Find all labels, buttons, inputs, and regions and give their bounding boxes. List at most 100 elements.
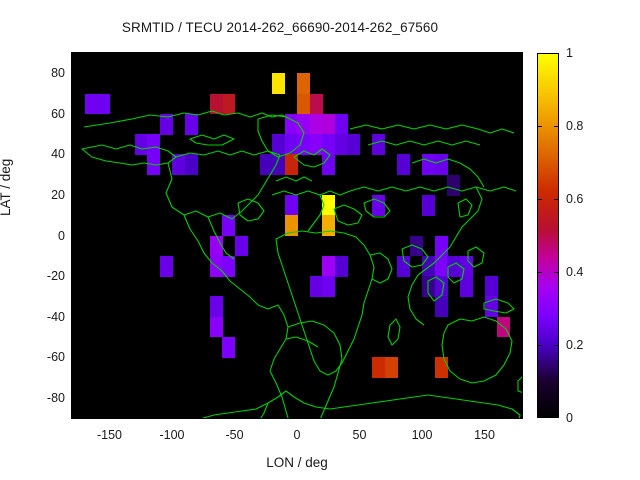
heatmap-cell [434, 357, 448, 379]
colorbar-tick-mark [537, 199, 542, 200]
colorbar-gradient [538, 54, 558, 417]
heatmap-cell [259, 154, 273, 176]
y-tick-mark [516, 316, 522, 318]
y-tick-mark [72, 357, 78, 359]
heatmap-cell [434, 255, 448, 277]
y-tick-label: 80 [51, 66, 65, 81]
y-tick-mark [72, 113, 78, 115]
heatmap-cell [409, 235, 423, 257]
heatmap-cell [447, 255, 461, 277]
heatmap-cell [309, 113, 323, 135]
heatmap-cell [397, 154, 411, 176]
heatmap-cell [447, 174, 461, 196]
colorbar-tick-label: 1 [566, 46, 573, 60]
heatmap-cell [184, 113, 198, 135]
y-tick-mark [516, 276, 522, 278]
heatmap-cell [272, 154, 286, 176]
x-tick-mark [297, 412, 298, 418]
colorbar-tick-label: 0.6 [566, 192, 584, 206]
heatmap-cell [434, 235, 448, 257]
heatmap-cell [84, 93, 98, 115]
heatmap-cell [322, 154, 336, 176]
y-tick-mark [72, 194, 78, 196]
x-tick-mark [297, 53, 298, 59]
colorbar-tick-label: 0 [566, 411, 573, 425]
heatmap-cell [209, 93, 223, 115]
colorbar-tick-label: 0.2 [566, 338, 584, 352]
heatmap-cell [384, 357, 398, 379]
heatmap-cell [284, 215, 298, 237]
heatmap-cell [372, 194, 386, 216]
colorbar-tick-label: 0.8 [566, 119, 584, 133]
x-tick-mark [484, 53, 486, 59]
x-tick-mark [484, 412, 486, 418]
heatmap-cell [184, 154, 198, 176]
heatmap-cell [297, 73, 311, 95]
x-tick-mark [422, 412, 423, 418]
heatmap-cell [222, 336, 236, 358]
heatmap-cell [222, 255, 236, 277]
x-tick-label: -150 [96, 428, 123, 442]
x-tick-mark [109, 412, 111, 418]
heatmap-cell [272, 134, 286, 155]
colorbar-tick-mark [537, 345, 542, 346]
colorbar [537, 53, 559, 418]
y-axis-label: LAT / deg [0, 158, 13, 216]
heatmap-cell [159, 255, 173, 277]
heatmap-cell [347, 134, 361, 155]
heatmap-cell [234, 235, 248, 257]
colorbar-tick-mark [554, 199, 559, 200]
x-tick-mark [172, 412, 173, 418]
heatmap-cell [484, 276, 498, 297]
heatmap-cell [134, 134, 148, 155]
heatmap-cell [334, 134, 348, 155]
heatmap-cell [334, 255, 348, 277]
heatmap-cell [434, 154, 448, 176]
y-tick-mark [516, 113, 522, 115]
x-tick-mark [234, 412, 236, 418]
map-plot-area [72, 53, 522, 418]
x-axis-label: LON / deg [266, 455, 328, 470]
x-tick-label: -50 [225, 428, 244, 442]
heatmap-cell [459, 255, 473, 277]
heatmap-cell [284, 194, 298, 216]
y-tick-mark [72, 276, 78, 278]
y-tick-label: 20 [51, 187, 65, 202]
coastline-overlay [81, 110, 522, 418]
heatmap-cell [284, 113, 298, 135]
heatmap-cell [172, 154, 186, 176]
heatmap-cell [372, 357, 386, 379]
y-tick-mark [516, 357, 522, 359]
colorbar-tick-mark [537, 272, 542, 273]
x-tick-mark [234, 53, 236, 59]
y-tick-mark [516, 397, 522, 399]
y-tick-mark [516, 73, 522, 75]
heatmap-cell [322, 113, 336, 135]
y-tick-mark [72, 316, 78, 318]
x-tick-mark [172, 53, 173, 59]
y-tick-mark [72, 73, 78, 75]
y-tick-label: 0 [58, 228, 65, 243]
y-tick-mark [516, 235, 522, 237]
x-tick-label: 150 [474, 428, 495, 442]
x-tick-label: 100 [411, 428, 433, 442]
heatmap-cell [322, 255, 336, 277]
heatmap-cell [322, 194, 336, 216]
x-tick-mark [109, 53, 111, 59]
x-tick-mark [359, 53, 361, 59]
heatmap-cell [334, 113, 348, 135]
heatmap-cell [297, 93, 311, 115]
heatmap-cell [97, 93, 111, 115]
y-tick-label: -80 [46, 390, 65, 405]
heatmap-cell [372, 134, 386, 155]
heatmap-cell [459, 276, 473, 297]
colorbar-tick-mark [554, 272, 559, 273]
x-tick-mark [422, 53, 423, 59]
heatmap-cell [209, 316, 223, 338]
colorbar-tick-mark [537, 126, 542, 127]
heatmap-cell [284, 154, 298, 176]
heatmap-cell [222, 215, 236, 237]
heatmap-cell [209, 296, 223, 318]
y-tick-mark [516, 154, 522, 156]
